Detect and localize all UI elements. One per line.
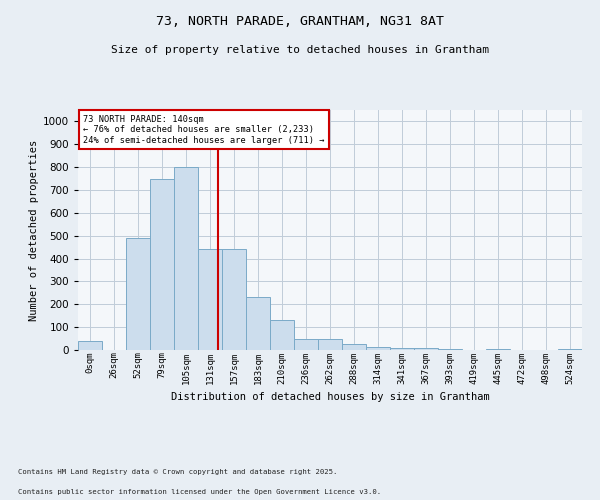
Bar: [270, 320, 294, 350]
Text: Contains public sector information licensed under the Open Government Licence v3: Contains public sector information licen…: [18, 489, 381, 495]
Bar: [558, 349, 582, 350]
Bar: [150, 178, 174, 350]
Y-axis label: Number of detached properties: Number of detached properties: [29, 140, 38, 320]
Bar: [246, 298, 270, 350]
X-axis label: Distribution of detached houses by size in Grantham: Distribution of detached houses by size …: [170, 392, 490, 402]
Bar: [198, 250, 222, 350]
Bar: [390, 348, 414, 350]
Text: Size of property relative to detached houses in Grantham: Size of property relative to detached ho…: [111, 45, 489, 55]
Bar: [486, 349, 510, 350]
Text: 73 NORTH PARADE: 140sqm
← 76% of detached houses are smaller (2,233)
24% of semi: 73 NORTH PARADE: 140sqm ← 76% of detache…: [83, 115, 325, 144]
Bar: [78, 341, 102, 350]
Bar: [222, 250, 246, 350]
Bar: [366, 346, 390, 350]
Bar: [318, 338, 342, 350]
Bar: [294, 338, 318, 350]
Bar: [126, 238, 150, 350]
Bar: [342, 344, 366, 350]
Bar: [438, 349, 462, 350]
Text: 73, NORTH PARADE, GRANTHAM, NG31 8AT: 73, NORTH PARADE, GRANTHAM, NG31 8AT: [156, 15, 444, 28]
Bar: [174, 167, 198, 350]
Bar: [414, 348, 438, 350]
Text: Contains HM Land Registry data © Crown copyright and database right 2025.: Contains HM Land Registry data © Crown c…: [18, 469, 337, 475]
